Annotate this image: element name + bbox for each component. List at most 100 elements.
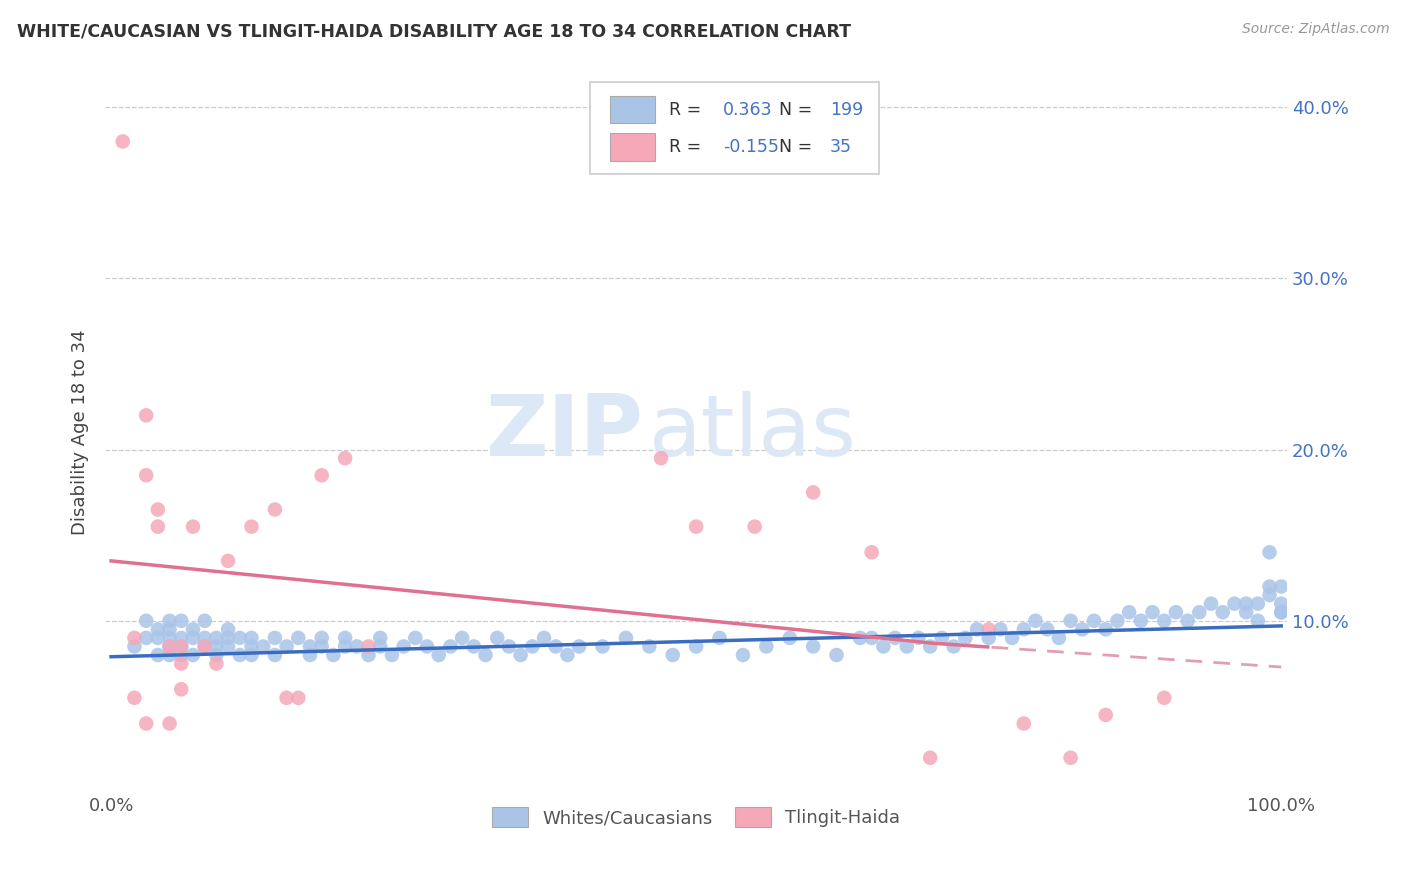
- Point: [264, 648, 287, 662]
- Point: [920, 640, 942, 654]
- Point: [1012, 716, 1035, 731]
- Point: [439, 640, 461, 654]
- Point: [872, 640, 894, 654]
- Point: [264, 631, 287, 645]
- Point: [1153, 690, 1175, 705]
- Point: [568, 640, 591, 654]
- Point: [416, 640, 439, 654]
- Text: 35: 35: [830, 138, 852, 156]
- Point: [229, 631, 252, 645]
- Point: [427, 648, 450, 662]
- Point: [1153, 614, 1175, 628]
- Point: [124, 640, 146, 654]
- Text: 199: 199: [830, 101, 863, 119]
- Point: [860, 545, 883, 559]
- Point: [966, 623, 988, 637]
- Point: [135, 409, 157, 423]
- Point: [146, 648, 169, 662]
- Point: [311, 631, 333, 645]
- Point: [884, 631, 907, 645]
- Point: [322, 648, 344, 662]
- Point: [977, 623, 1000, 637]
- Point: [287, 690, 309, 705]
- Point: [264, 502, 287, 516]
- Point: [860, 631, 883, 645]
- Point: [124, 631, 146, 645]
- Point: [404, 631, 426, 645]
- Point: [1270, 605, 1292, 619]
- Point: [146, 623, 169, 637]
- Point: [392, 640, 415, 654]
- Point: [240, 640, 263, 654]
- Point: [509, 648, 531, 662]
- Text: N =: N =: [779, 101, 813, 119]
- Point: [1270, 597, 1292, 611]
- Point: [1234, 605, 1257, 619]
- Point: [194, 631, 217, 645]
- Point: [368, 631, 391, 645]
- Point: [709, 631, 731, 645]
- Point: [825, 648, 848, 662]
- Point: [486, 631, 509, 645]
- Point: [1001, 631, 1024, 645]
- Point: [205, 640, 228, 654]
- Point: [638, 640, 661, 654]
- Legend: Whites/Caucasians, Tlingit-Haida: Whites/Caucasians, Tlingit-Haida: [485, 799, 907, 835]
- Text: Source: ZipAtlas.com: Source: ZipAtlas.com: [1241, 22, 1389, 37]
- Point: [1012, 623, 1035, 637]
- Point: [346, 640, 368, 654]
- Point: [1223, 597, 1246, 611]
- Point: [1142, 605, 1164, 619]
- Point: [170, 640, 193, 654]
- Text: 0.363: 0.363: [723, 101, 773, 119]
- Point: [181, 648, 204, 662]
- Point: [159, 648, 181, 662]
- Point: [146, 631, 169, 645]
- Point: [170, 648, 193, 662]
- Point: [1083, 614, 1105, 628]
- Point: [801, 485, 824, 500]
- Point: [1059, 614, 1081, 628]
- Point: [124, 690, 146, 705]
- Point: [744, 519, 766, 533]
- Point: [451, 631, 474, 645]
- Point: [1247, 597, 1270, 611]
- Point: [170, 657, 193, 671]
- Text: N =: N =: [779, 138, 813, 156]
- Point: [849, 631, 872, 645]
- Point: [146, 502, 169, 516]
- Point: [907, 631, 929, 645]
- Point: [1107, 614, 1129, 628]
- Point: [217, 640, 239, 654]
- Point: [357, 648, 380, 662]
- Point: [135, 631, 157, 645]
- Point: [1247, 614, 1270, 628]
- FancyBboxPatch shape: [610, 134, 655, 161]
- FancyBboxPatch shape: [610, 96, 655, 123]
- Point: [731, 648, 754, 662]
- Point: [252, 640, 274, 654]
- Point: [1047, 631, 1070, 645]
- Point: [181, 623, 204, 637]
- Point: [977, 631, 1000, 645]
- Point: [1199, 597, 1222, 611]
- Point: [1212, 605, 1234, 619]
- Point: [533, 631, 555, 645]
- Point: [1071, 623, 1094, 637]
- Point: [1036, 623, 1059, 637]
- Point: [779, 631, 801, 645]
- Text: R =: R =: [669, 101, 702, 119]
- Point: [181, 519, 204, 533]
- Point: [229, 648, 252, 662]
- Point: [1164, 605, 1187, 619]
- Point: [931, 631, 953, 645]
- Point: [217, 631, 239, 645]
- Point: [381, 648, 404, 662]
- Point: [240, 648, 263, 662]
- Point: [498, 640, 520, 654]
- Point: [159, 631, 181, 645]
- Point: [159, 716, 181, 731]
- Text: -0.155: -0.155: [723, 138, 779, 156]
- Point: [1270, 580, 1292, 594]
- Point: [592, 640, 614, 654]
